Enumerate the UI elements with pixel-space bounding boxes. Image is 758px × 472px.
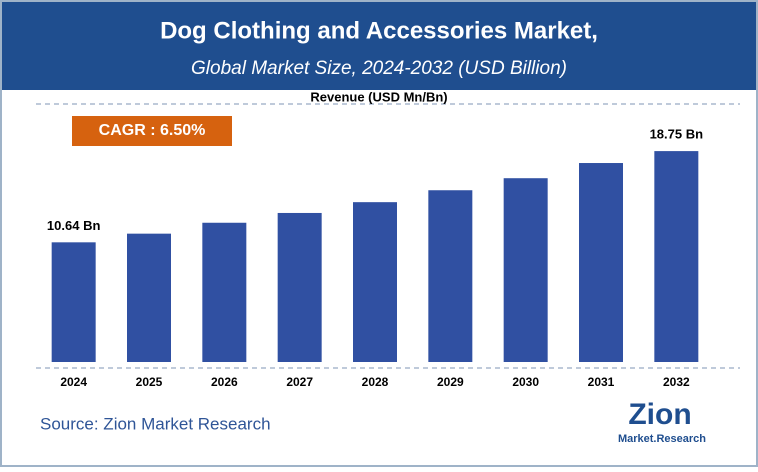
bar [428, 190, 473, 362]
cagr-label: CAGR : 6.50% [99, 122, 206, 139]
chart-subtitle: Global Market Size, 2024-2032 (USD Billi… [191, 58, 567, 79]
bar [202, 222, 247, 362]
x-tick-label: 2030 [512, 375, 539, 389]
bar [127, 233, 171, 362]
source: Source: Zion Market Research [40, 414, 271, 433]
x-tick-label: 2029 [437, 375, 464, 389]
logo-sub: Market.Research [618, 433, 706, 445]
bar [503, 178, 548, 362]
value-label: 10.64 Bn [47, 218, 101, 233]
bar [277, 212, 322, 362]
logo-name: Zion [628, 398, 691, 431]
value-label: 18.75 Bn [650, 127, 704, 142]
x-tick-label: 2026 [211, 375, 238, 389]
title-banner [2, 2, 756, 90]
axis-label: Revenue (USD Mn/Bn) [310, 89, 447, 104]
bar [353, 202, 397, 362]
x-tick-label: 2031 [588, 375, 615, 389]
chart-title: Dog Clothing and Accessories Market, [160, 17, 598, 44]
bar [579, 163, 623, 362]
x-tick-label: 2027 [286, 375, 313, 389]
x-tick-label: 2032 [663, 375, 690, 389]
x-tick-label: 2028 [362, 375, 389, 389]
bar [51, 242, 96, 362]
x-tick-label: 2024 [60, 375, 87, 389]
cagr-box [72, 116, 232, 146]
x-tick-label: 2025 [136, 375, 163, 389]
bar [654, 151, 699, 362]
